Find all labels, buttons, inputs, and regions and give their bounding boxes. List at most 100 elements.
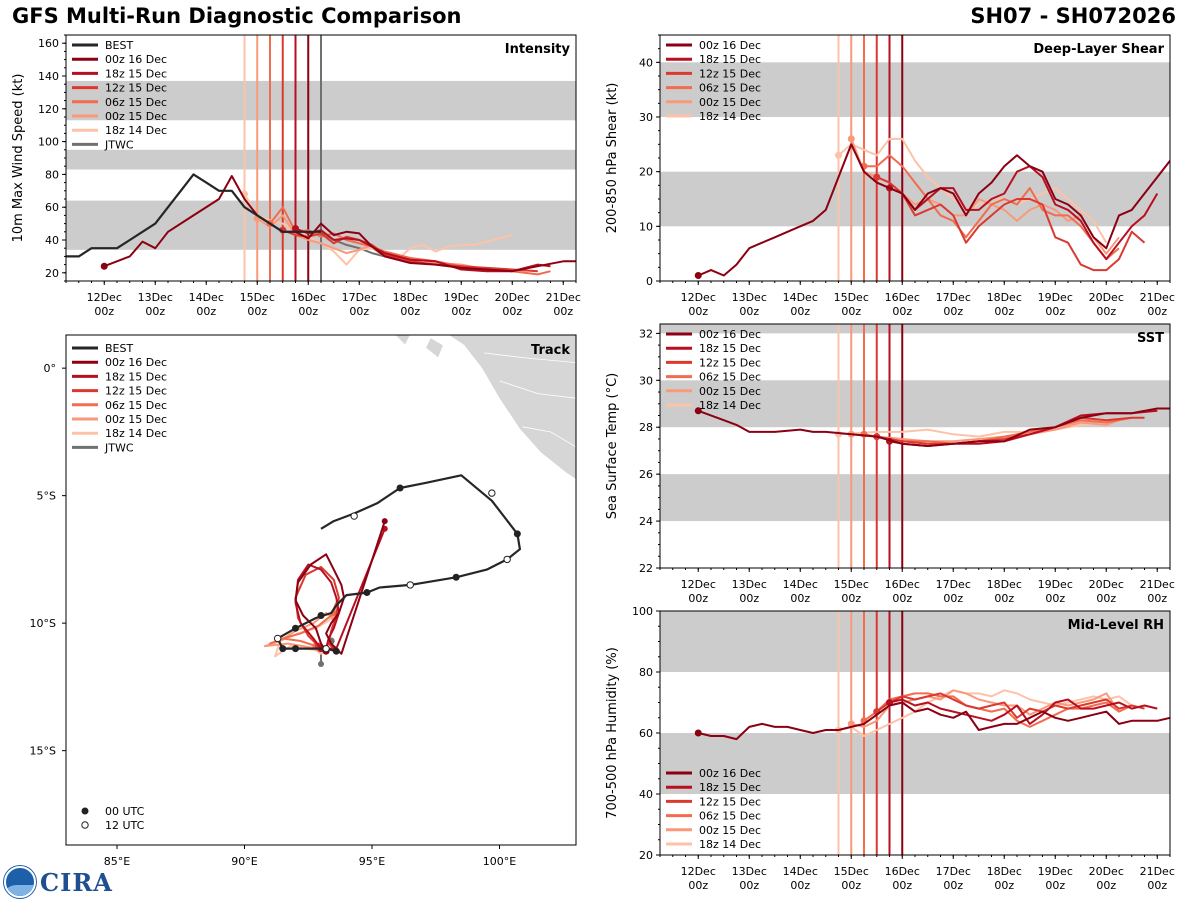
- init-marker-12z-15-dec: [873, 173, 881, 181]
- y-tick-label: 32: [639, 327, 653, 340]
- land-island: [394, 335, 411, 346]
- best-marker-12utc: [503, 555, 511, 564]
- x-tick-label: 19Dec: [1038, 865, 1073, 878]
- x-tick-hour-label: 00z: [790, 879, 810, 892]
- x-tick-hour-label: 00z: [1096, 305, 1116, 318]
- series-best: [66, 173, 321, 258]
- x-tick-hour-label: 00z: [400, 305, 420, 318]
- x-tick-label: 21Dec: [1140, 291, 1175, 304]
- x-tick-hour-label: 00z: [892, 592, 912, 605]
- rh-panel: 2040608010012Dec00z13Dec00z14Dec00z15Dec…: [605, 605, 1175, 892]
- series-06z-15-dec: [864, 154, 1120, 261]
- series-12z-15-dec: [876, 176, 1146, 272]
- series-06z-15-dec: [863, 692, 1133, 728]
- cira-logo-text: CIRA: [40, 867, 113, 897]
- x-tick-label: 14Dec: [783, 578, 818, 591]
- series-18z-14-dec: [838, 689, 1133, 737]
- sst-panel: 22242628303212Dec00z13Dec00z14Dec00z15De…: [605, 323, 1175, 605]
- x-tick-hour-label: 00z: [1096, 879, 1116, 892]
- x-tick-hour-label: 00z: [790, 305, 810, 318]
- x-tick-label: 18Dec: [393, 291, 428, 304]
- track-00z-16-dec: [294, 520, 386, 655]
- x-tick-label: 14Dec: [783, 865, 818, 878]
- series-18z-15-dec: [889, 165, 1159, 261]
- shear-title: Deep-Layer Shear: [1033, 42, 1164, 57]
- rh-title: Mid-Level RH: [1068, 618, 1164, 633]
- threshold-band: [660, 62, 1170, 117]
- y-tick-label: 10: [639, 220, 653, 233]
- rh-plot-area: [660, 611, 1170, 855]
- legend-label-best: BEST: [105, 39, 133, 52]
- x-tick-hour-label: 00z: [688, 879, 708, 892]
- x-tick-label: 13Dec: [138, 291, 173, 304]
- noaa-logo-icon: [4, 866, 36, 898]
- best-marker-00utc: [452, 573, 460, 581]
- best-marker-00utc: [332, 647, 340, 655]
- legend-label-06z-15-dec: 06z 15 Dec: [105, 96, 167, 109]
- cira-logo: CIRA: [4, 866, 113, 898]
- legend-label-00z-16-dec: 00z 16 Dec: [699, 767, 761, 780]
- x-tick-hour-label: 00z: [451, 305, 471, 318]
- series-12z-15-dec: [282, 229, 538, 273]
- legend-label-jtwc: JTWC: [104, 441, 134, 454]
- x-tick-hour-label: 00z: [1147, 305, 1167, 318]
- legend-label-00z-16-dec: 00z 16 Dec: [699, 328, 761, 341]
- legend-label-18z-14-dec: 18z 14 Dec: [699, 838, 761, 851]
- x-tick-label: 15Dec: [834, 578, 869, 591]
- threshold-band: [660, 171, 1170, 227]
- y-tick-label: 120: [38, 103, 59, 116]
- y-tick-label: 80: [45, 168, 59, 181]
- y-tick-label: 60: [639, 727, 653, 740]
- x-tick-hour-label: 00z: [841, 305, 861, 318]
- y-tick-label: 60: [45, 201, 59, 214]
- y-tick-label: 30: [639, 111, 653, 124]
- track-panel: 85°E 90°E 95°E 100°E0°5°S10°S15°STrackBEST0…: [30, 334, 577, 868]
- y-tick-label: 140: [38, 70, 59, 83]
- x-tick-label: 13Dec: [732, 865, 767, 878]
- best-marker-12utc: [488, 489, 496, 497]
- x-tick-label: 13Dec: [732, 291, 767, 304]
- best-marker-00utc: [396, 484, 404, 492]
- figure-title: GFS Multi-Run Diagnostic Comparison: [12, 4, 462, 28]
- track-frame: [65, 334, 577, 846]
- y-tick-label: 24: [639, 515, 653, 528]
- x-tick-hour-label: 00z: [196, 305, 216, 318]
- series-18z-15-dec: [889, 698, 1158, 725]
- series-00z-16-dec: [697, 407, 1170, 447]
- x-tick-label: 14Dec: [189, 291, 224, 304]
- x-tick-hour-label: 00z: [1045, 305, 1065, 318]
- y-tick-label: 20: [639, 849, 653, 862]
- land-boundary: [499, 380, 576, 399]
- legend-label-18z-15-dec: 18z 15 Dec: [699, 53, 761, 66]
- y-tick-label: 0°: [44, 362, 57, 375]
- intensity-panel: 2040608010012014016012Dec00z13Dec00z14De…: [11, 34, 581, 318]
- x-tick-label: 18Dec: [987, 578, 1022, 591]
- x-tick-label: 18Dec: [987, 865, 1022, 878]
- x-tick-hour-label: 00z: [841, 879, 861, 892]
- legend-label-18z-15-dec: 18z 15 Dec: [105, 370, 167, 383]
- legend-label-12z-15-dec: 12z 15 Dec: [699, 356, 761, 369]
- x-tick-hour-label: 00z: [298, 305, 318, 318]
- x-tick-label: 18Dec: [987, 291, 1022, 304]
- y-tick-label: 160: [38, 37, 59, 50]
- x-tick-hour-label: 00z: [994, 305, 1014, 318]
- init-marker-00z-15-dec: [847, 135, 855, 143]
- best-marker-00utc: [292, 624, 299, 632]
- x-tick-label: 14Dec: [783, 291, 818, 304]
- x-tick-label: 95°E: [359, 855, 385, 868]
- y-tick-label: 26: [639, 468, 653, 481]
- legend-label-18z-14-dec: 18z 14 Dec: [105, 124, 167, 137]
- x-tick-label: 20Dec: [1089, 578, 1124, 591]
- x-tick-label: 19Dec: [444, 291, 479, 304]
- x-tick-hour-label: 00z: [994, 879, 1014, 892]
- x-tick-label: 16Dec: [291, 291, 326, 304]
- threshold-band: [660, 324, 1170, 334]
- intensity-plot-area: [66, 35, 576, 281]
- shear-ylabel: 200-850 hPa Shear (kt): [605, 83, 620, 234]
- x-tick-hour-label: 00z: [943, 879, 963, 892]
- y-tick-label: 28: [639, 421, 653, 434]
- x-tick-hour-label: 00z: [688, 305, 708, 318]
- marker-legend-12utc: 12 UTC: [105, 819, 145, 832]
- track-title: Track: [531, 343, 570, 358]
- threshold-band: [660, 380, 1170, 428]
